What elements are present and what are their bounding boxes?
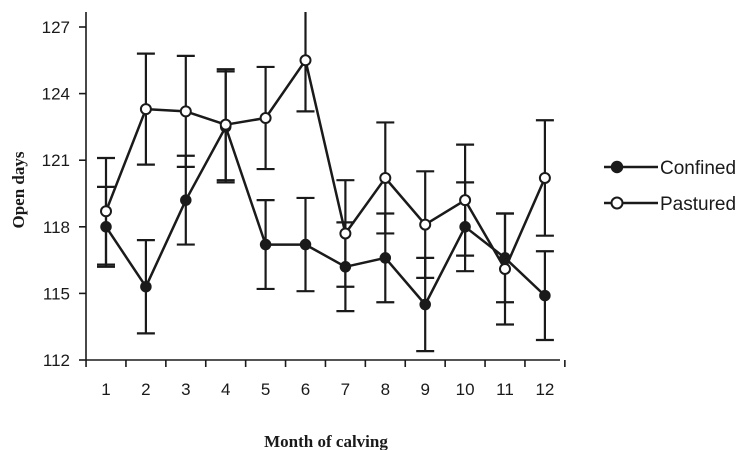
data-point-confined (299, 238, 312, 251)
x-tick-label: 8 (381, 380, 390, 399)
x-ticks: 1 2 3 4 5 6 7 8 9 10 11 12 (85, 360, 566, 399)
series-line-pastured (104, 59, 547, 271)
x-tick-label: 2 (141, 380, 150, 399)
y-tick-label: 127 (42, 18, 70, 37)
data-point-pastured (499, 262, 511, 275)
data-point-confined (379, 252, 392, 264)
legend-label-confined: Confined (660, 158, 736, 179)
x-tick-label: 1 (101, 380, 110, 399)
data-point-pastured (219, 118, 232, 131)
x-tick-label: 7 (341, 380, 350, 399)
x-tick-label: 4 (221, 380, 230, 399)
legend-label-pastured: Pastured (660, 194, 736, 215)
axes (85, 12, 560, 361)
x-tick-label: 6 (301, 380, 310, 399)
legend-item-confined: Confined (604, 158, 736, 179)
data-point-confined (140, 280, 152, 293)
y-tick-label: 121 (42, 151, 70, 170)
data-point-confined (539, 289, 551, 302)
data-point-pastured (139, 103, 152, 116)
x-tick-label: 11 (496, 380, 514, 399)
data-point-pastured (179, 105, 192, 118)
data-point-pastured (339, 227, 352, 240)
series-layer (97, 12, 554, 353)
legend-item-pastured: Pastured (604, 194, 736, 215)
x-tick-label: 5 (261, 380, 270, 399)
x-tick-label: 9 (420, 380, 429, 399)
data-point-pastured (299, 54, 312, 67)
data-point-pastured (419, 218, 432, 231)
data-point-pastured (259, 112, 272, 125)
series-confined (97, 70, 554, 353)
y-tick-label: 124 (42, 85, 70, 104)
data-point-confined (180, 194, 192, 206)
data-point-pastured (538, 171, 551, 184)
data-point-pastured (100, 205, 112, 218)
x-tick-label: 12 (535, 380, 554, 399)
y-tick-label: 115 (43, 284, 70, 303)
data-point-confined (419, 298, 431, 311)
data-point-pastured (459, 194, 472, 207)
legend-marker-confined (610, 160, 624, 174)
y-tick-label: 112 (43, 351, 70, 370)
data-point-pastured (379, 171, 392, 184)
data-point-confined (259, 238, 272, 251)
legend: Confined Pastured (604, 158, 736, 215)
series-pastured (97, 12, 554, 326)
series-line-confined (104, 125, 546, 306)
x-axis-title: Month of calving (264, 432, 388, 450)
y-axis-title: Open days (9, 151, 28, 228)
y-ticks: 112 115 118 121 124 127 (42, 18, 86, 370)
legend-marker-pastured (610, 196, 624, 210)
x-tick-label: 3 (181, 380, 190, 399)
x-tick-label: 10 (456, 380, 475, 399)
y-tick-label: 118 (43, 218, 70, 237)
